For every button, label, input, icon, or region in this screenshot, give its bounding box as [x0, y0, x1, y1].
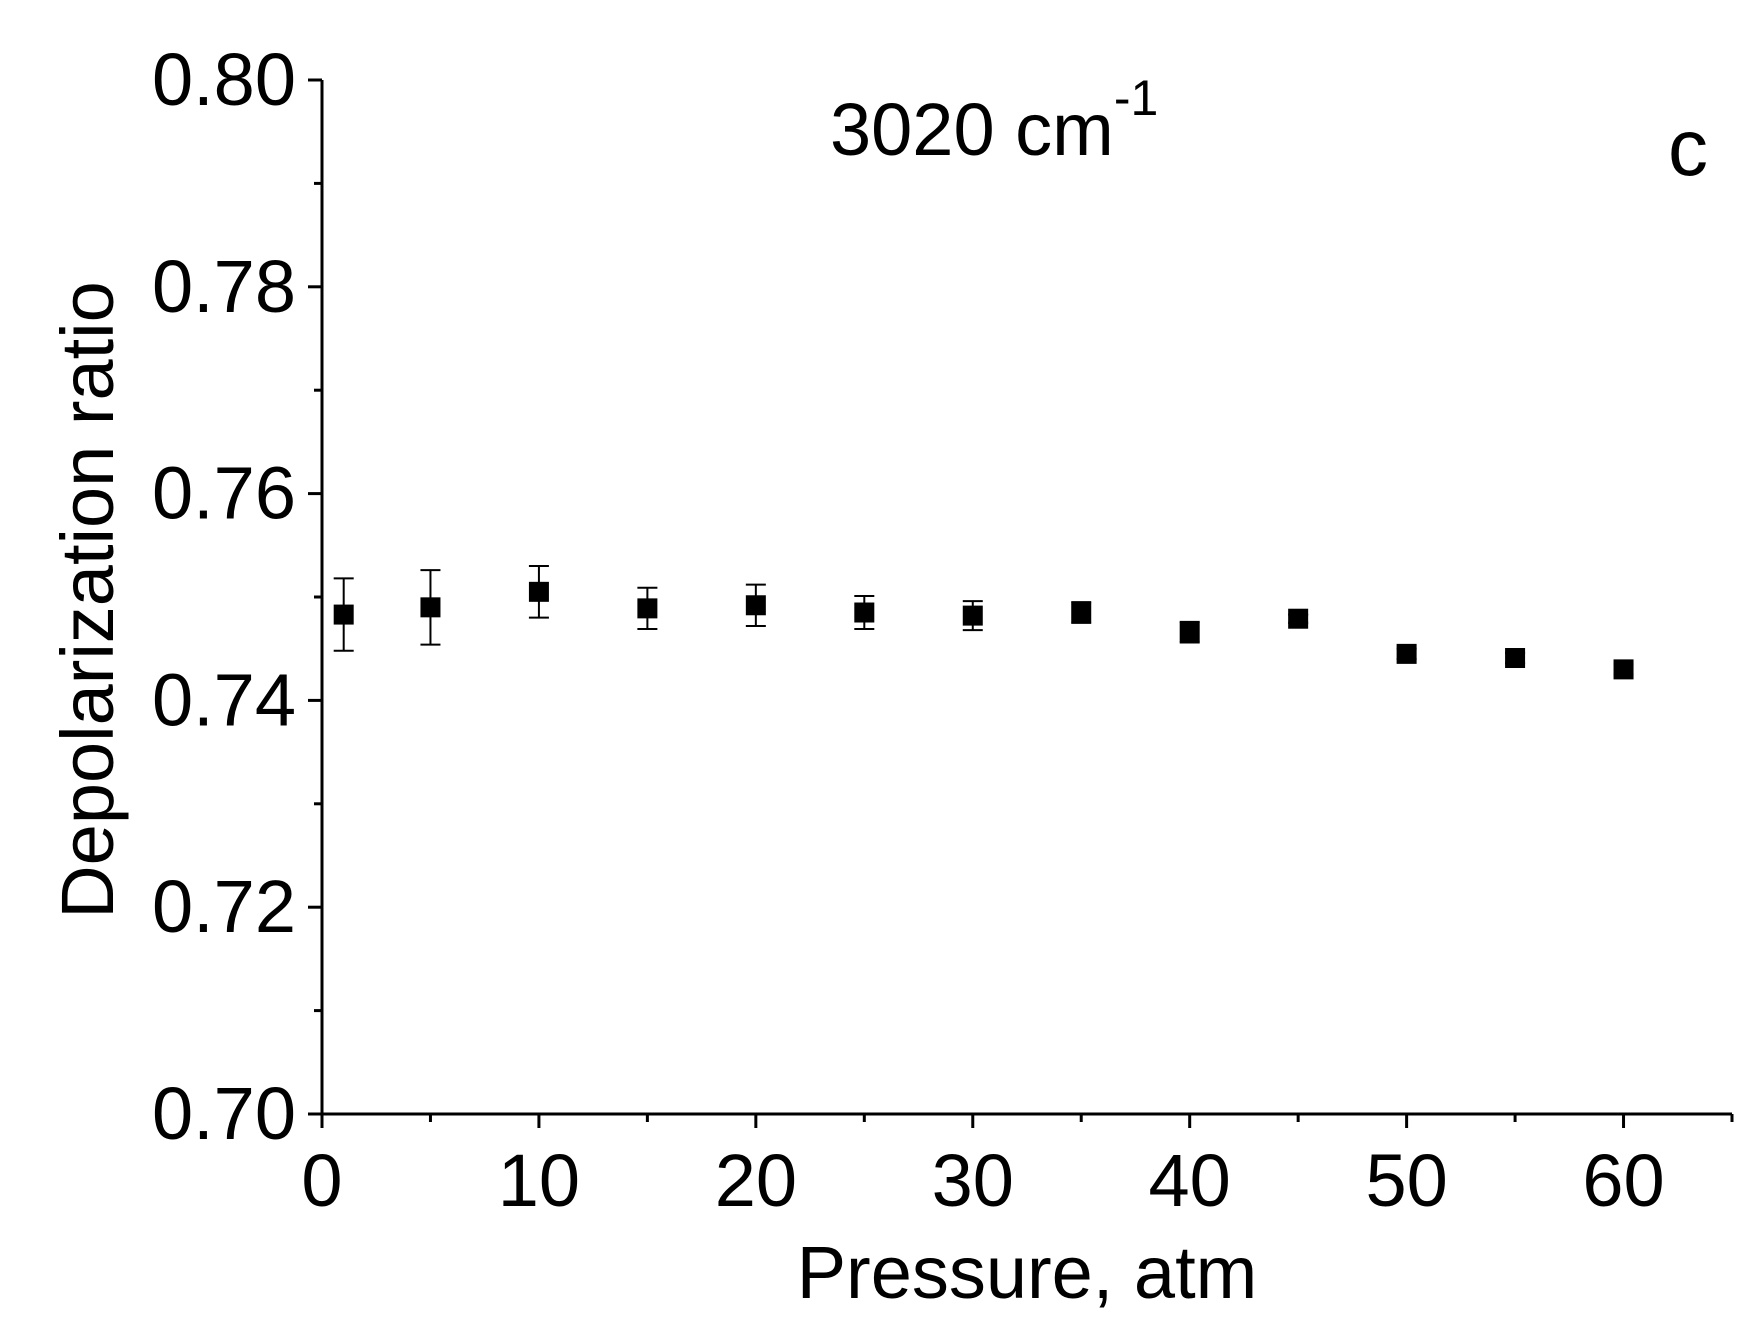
data-point [745, 583, 766, 627]
data-marker [1288, 608, 1309, 629]
chart-title-main: 3020 cm [830, 88, 1114, 171]
data-point [1179, 620, 1200, 644]
x-tick-label: 60 [1582, 1139, 1664, 1222]
data-point [1396, 643, 1417, 664]
x-tick-label: 20 [715, 1139, 797, 1222]
data-marker [1071, 602, 1092, 623]
chart-title-superscript: -1 [1114, 70, 1158, 126]
x-tick-label: 0 [301, 1139, 342, 1222]
y-tick-label: 0.70 [152, 1072, 296, 1155]
y-tick-label: 0.72 [152, 865, 296, 948]
x-tick-label: 30 [932, 1139, 1014, 1222]
data-marker [1179, 622, 1200, 643]
y-tick-label: 0.76 [152, 452, 296, 535]
data-marker [333, 604, 354, 625]
data-marker [854, 602, 875, 623]
data-marker [1505, 648, 1526, 669]
y-axis-label: Depolarization ratio [46, 281, 129, 919]
data-marker [962, 605, 983, 626]
data-point [854, 594, 875, 631]
data-marker [528, 581, 549, 602]
y-tick-label: 0.80 [152, 38, 296, 121]
y-tick-label: 0.78 [152, 245, 296, 328]
x-tick-label: 40 [1149, 1139, 1231, 1222]
x-tick-label: 10 [498, 1139, 580, 1222]
data-point [333, 577, 354, 652]
data-point [420, 569, 441, 646]
x-tick-label: 50 [1365, 1139, 1447, 1222]
ticks [308, 78, 1734, 1128]
data-marker [420, 597, 441, 618]
data-point [1505, 648, 1526, 669]
data-point [962, 600, 983, 632]
chart-title: 3020 cm-1 [830, 70, 1158, 171]
data-marker [745, 595, 766, 616]
data-point [1288, 608, 1309, 629]
data-points [333, 564, 1634, 680]
panel-label: c [1668, 103, 1708, 192]
y-tick-label: 0.74 [152, 658, 296, 741]
tick-labels: 0.70 0.72 0.74 0.76 0.78 0.80 0 10 20 30 40 50 60 [152, 38, 1665, 1222]
data-marker [1396, 643, 1417, 664]
data-point [528, 564, 549, 619]
x-axis-label: Pressure, atm [797, 1231, 1258, 1314]
data-point [1071, 601, 1092, 624]
data-point [637, 586, 658, 631]
data-marker [1613, 659, 1634, 680]
data-marker [637, 598, 658, 619]
data-point [1613, 659, 1634, 680]
